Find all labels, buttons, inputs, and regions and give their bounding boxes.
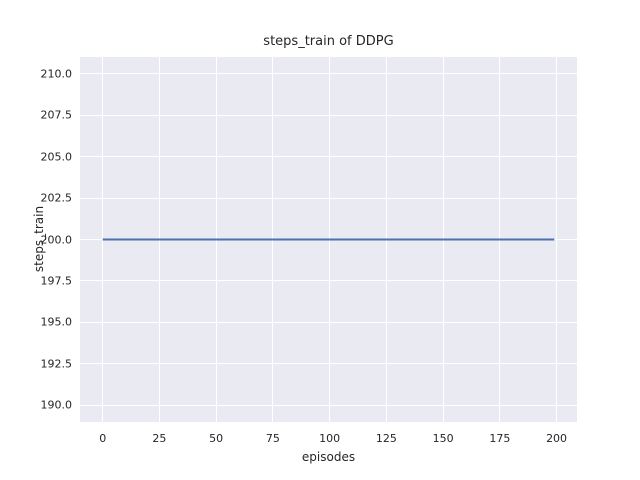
x-tick-label: 50: [209, 432, 224, 445]
y-gridline: [80, 321, 577, 323]
x-tick-label: 125: [375, 432, 397, 445]
x-tick-label: 25: [152, 432, 167, 445]
x-tick-label: 0: [99, 432, 107, 445]
x-tick-label: 150: [432, 432, 454, 445]
y-gridline: [80, 156, 577, 158]
x-tick-label: 175: [489, 432, 511, 445]
x-tick-label: 75: [265, 432, 280, 445]
chart-title: steps_train of DDPG: [263, 34, 394, 49]
y-tick-label: 210.0: [40, 67, 73, 81]
x-tick-label: 100: [319, 432, 341, 445]
y-tick-label: 195.0: [40, 315, 73, 329]
x-axis-label: episodes: [301, 450, 356, 464]
y-gridline: [80, 404, 577, 406]
y-gridline: [80, 280, 577, 282]
y-tick-label: 207.5: [40, 108, 73, 122]
y-tick-label: 200.0: [40, 233, 73, 246]
y-tick-label: 192.5: [40, 357, 73, 371]
plot-area: [80, 57, 577, 422]
y-tick-label: 205.0: [40, 150, 73, 164]
x-tick-label: 200: [546, 432, 568, 445]
y-gridline: [80, 363, 577, 365]
y-tick-label: 190.0: [40, 398, 73, 412]
y-tick-label: 202.5: [40, 191, 73, 205]
y-tick-label: 197.5: [40, 274, 73, 288]
y-gridline: [80, 114, 577, 116]
y-gridline: [80, 73, 577, 75]
series-line-svg: [102, 238, 555, 241]
y-gridline: [80, 197, 577, 199]
